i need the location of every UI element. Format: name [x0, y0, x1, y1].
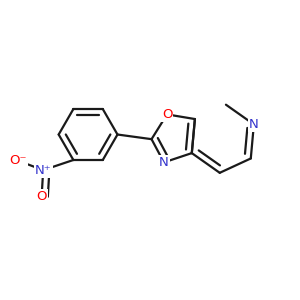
Text: O: O — [36, 190, 47, 203]
Text: O⁻: O⁻ — [10, 154, 27, 167]
Text: N: N — [249, 118, 259, 131]
Text: N⁺: N⁺ — [35, 164, 52, 177]
Text: N: N — [159, 156, 169, 169]
Text: O: O — [162, 108, 172, 121]
